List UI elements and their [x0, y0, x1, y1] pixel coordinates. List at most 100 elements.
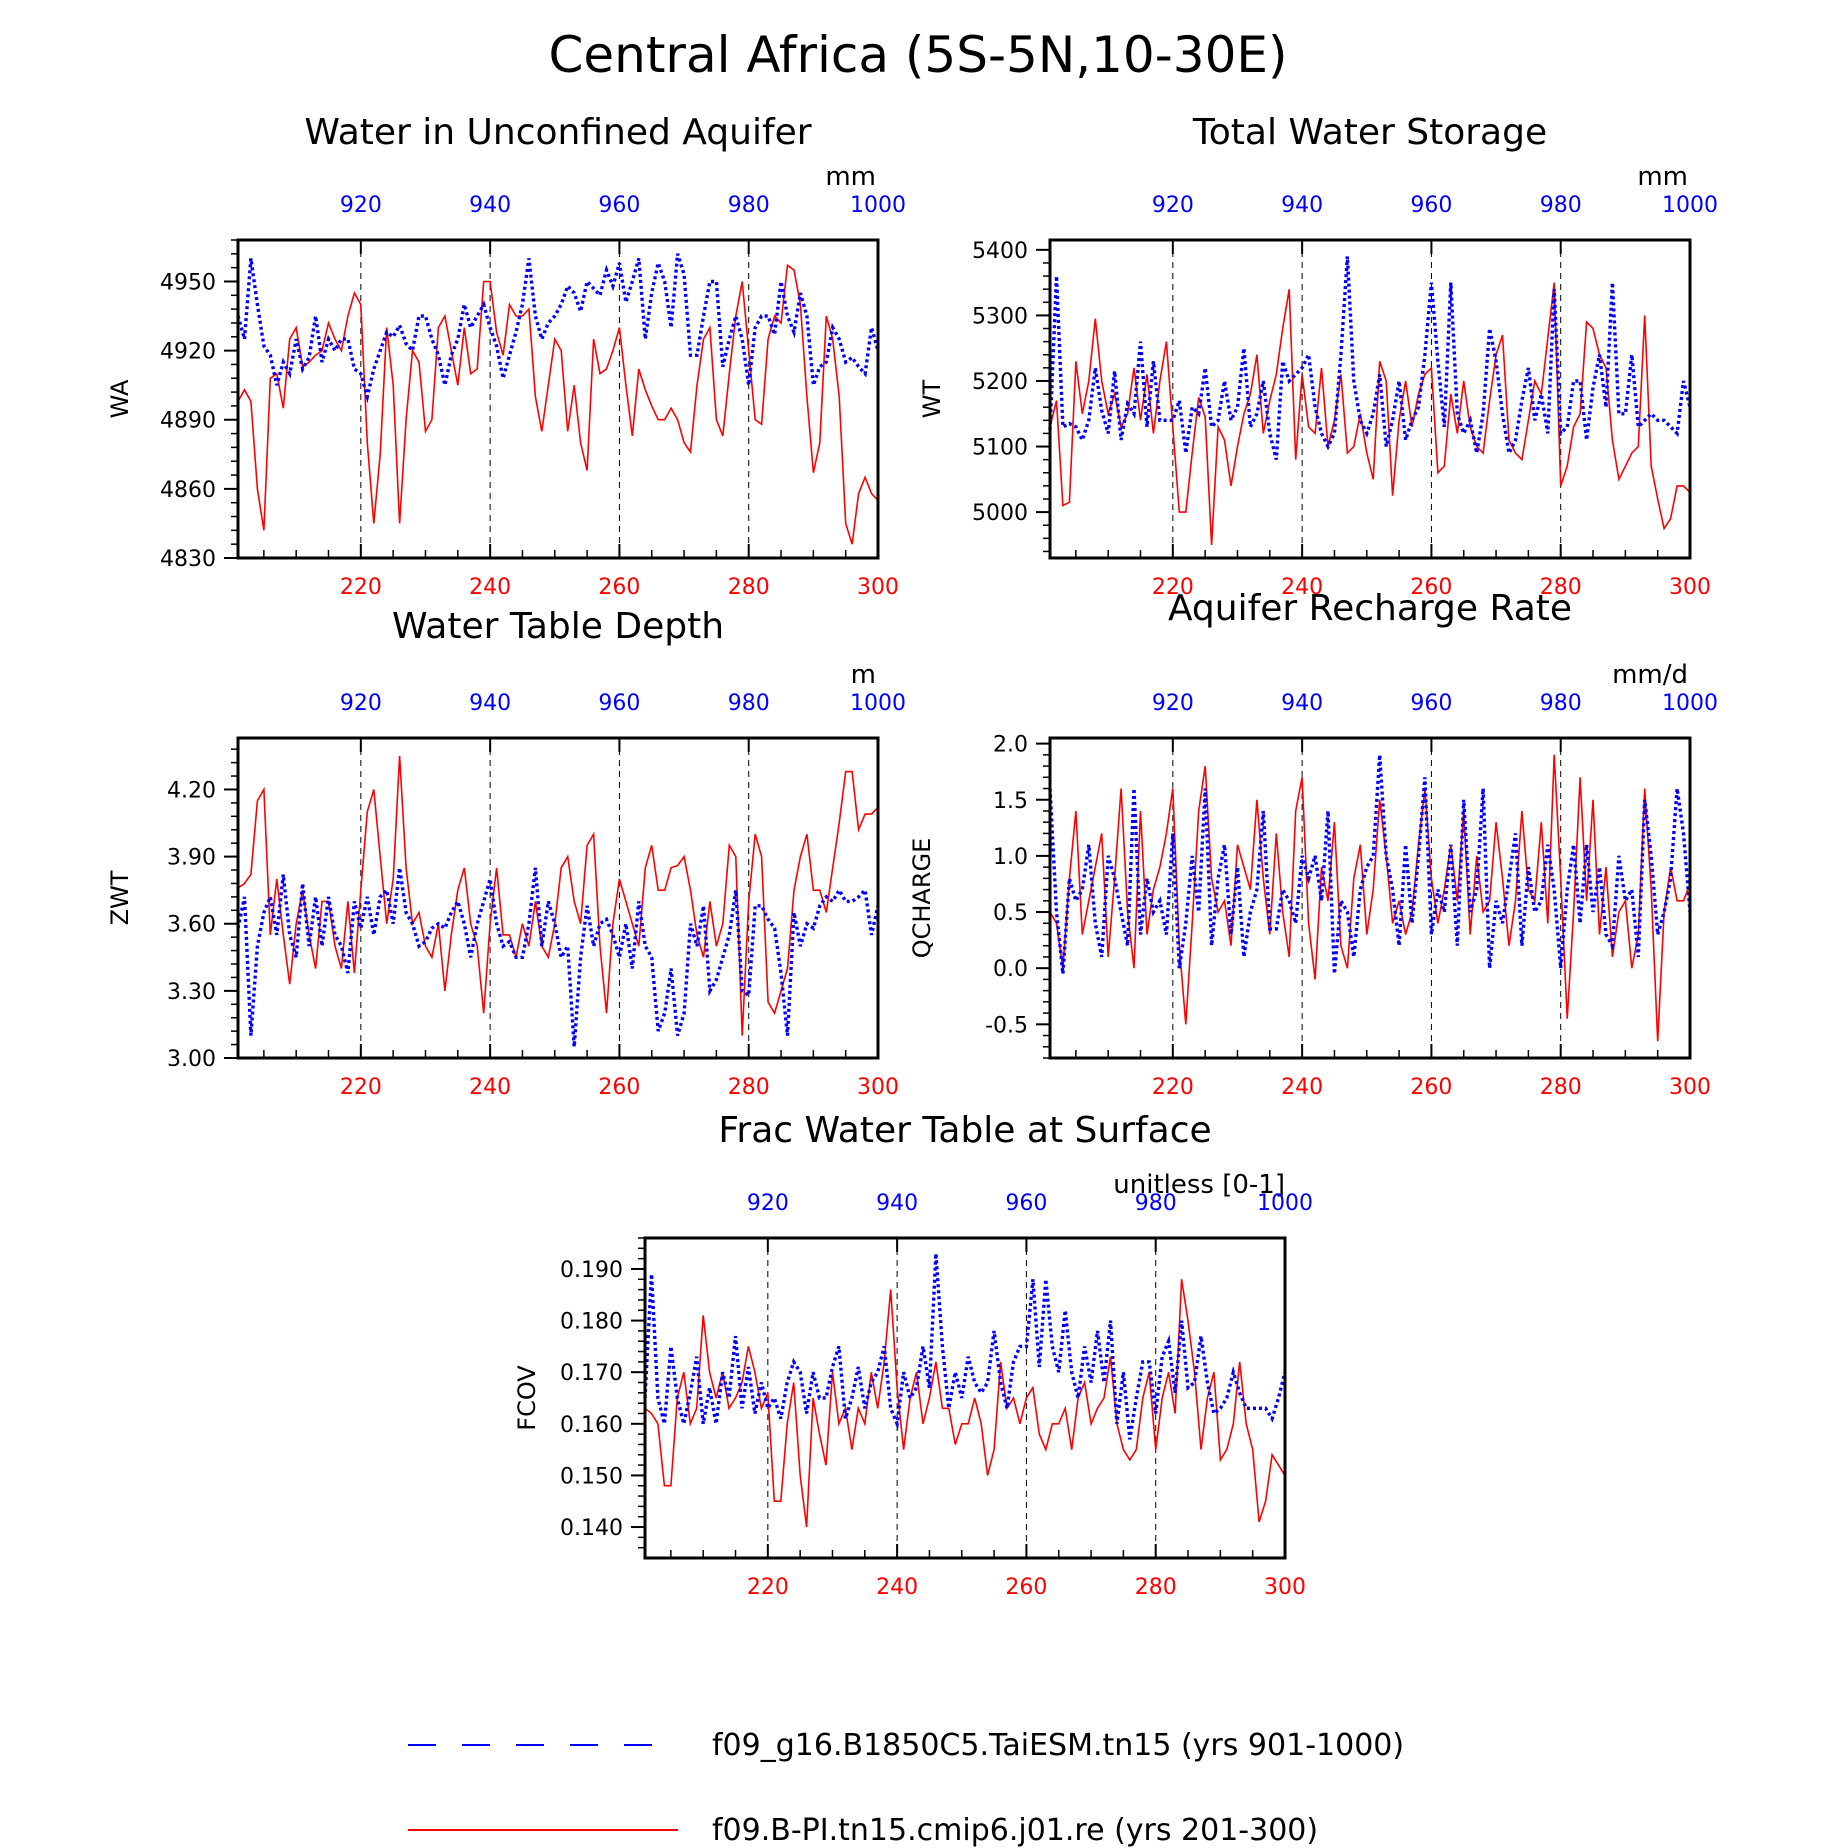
x-top-tick-label: 920: [1152, 193, 1194, 218]
x-top-tick-label: 960: [1410, 193, 1452, 218]
x-top-tick-label: 980: [1135, 1191, 1177, 1216]
y-axis-label: WT: [918, 379, 946, 418]
series-line-red: [1049, 754, 1691, 1042]
x-top-tick-label: 920: [340, 193, 382, 218]
chart-panel-1: Water in Unconfined Aquifer mm 4830 4860 489…: [106, 112, 906, 600]
x-bottom-tick-label: 240: [1281, 1075, 1323, 1100]
y-tick-label: 5300: [972, 304, 1028, 329]
plot-frame: [236, 736, 880, 1060]
y-tick-label: 1.0: [993, 845, 1028, 870]
x-top-tick-label: 1000: [1662, 193, 1718, 218]
y-tick-label: 4.20: [167, 778, 216, 803]
y-tick-label: 3.30: [167, 980, 216, 1005]
y-tick-label: 0.170: [560, 1361, 623, 1386]
chart-panel-5: Frac Water Table at Surface unitless [0-1…: [513, 1110, 1313, 1600]
units-label: mm: [825, 162, 876, 192]
x-bottom-tick-label: 260: [598, 575, 640, 600]
x-bottom-tick-label: 280: [1540, 1075, 1582, 1100]
x-bottom-tick-label: 240: [876, 1575, 918, 1600]
x-top-tick-label: 920: [340, 691, 382, 716]
panel-title: Frac Water Table at Surface: [718, 1110, 1211, 1151]
y-axis-label: WA: [106, 379, 134, 418]
series-line-blue: [1048, 256, 1692, 461]
panel-title: Water in Unconfined Aquifer: [304, 112, 811, 153]
y-tick-label: 0.160: [560, 1413, 623, 1438]
units-label: unitless [0-1]: [1113, 1170, 1285, 1200]
y-tick-label: 1.5: [993, 789, 1028, 814]
units-label: mm/d: [1612, 660, 1688, 690]
series-line-blue: [1048, 754, 1692, 974]
plot-frame: [1048, 238, 1692, 560]
x-bottom-tick-label: 220: [747, 1575, 789, 1600]
plot-frame: [1048, 736, 1692, 1060]
y-tick-label: 5000: [972, 501, 1028, 526]
series-line-blue: [236, 253, 880, 404]
plot-frame: [643, 1236, 1287, 1560]
x-bottom-tick-label: 260: [1410, 575, 1452, 600]
x-top-tick-label: 980: [1540, 691, 1582, 716]
x-bottom-tick-label: 240: [469, 1075, 511, 1100]
x-bottom-tick-label: 300: [1669, 1075, 1711, 1100]
units-label: m: [851, 660, 876, 690]
chart-panel-4: Aquifer Recharge Rate mm/d -0.5 0.0 0.5 1.0 1.…: [908, 588, 1718, 1100]
x-bottom-tick-label: 300: [1669, 575, 1711, 600]
x-top-tick-label: 920: [747, 1191, 789, 1216]
x-top-tick-label: 920: [1152, 691, 1194, 716]
x-bottom-tick-label: 300: [857, 575, 899, 600]
y-tick-label: 0.5: [993, 901, 1028, 926]
y-tick-label: 5200: [972, 370, 1028, 395]
x-bottom-tick-label: 240: [469, 575, 511, 600]
y-tick-label: 4830: [160, 547, 216, 572]
y-tick-label: 5400: [972, 239, 1028, 264]
x-top-tick-label: 940: [469, 193, 511, 218]
legend-item-1: f09_g16.B1850C5.TaiESM.tn15 (yrs 901-100…: [408, 1728, 1404, 1763]
legend: f09_g16.B1850C5.TaiESM.tn15 (yrs 901-100…: [408, 1728, 1404, 1848]
x-bottom-tick-label: 220: [340, 1075, 382, 1100]
y-axis-label: QCHARGE: [908, 838, 936, 959]
y-tick-label: 4950: [160, 270, 216, 295]
x-top-tick-label: 1000: [1257, 1191, 1313, 1216]
plot-frame: [236, 238, 880, 560]
series-line-red: [237, 263, 879, 545]
series-line-red: [237, 755, 879, 1036]
x-bottom-tick-label: 260: [1005, 1575, 1047, 1600]
y-tick-label: 0.0: [993, 957, 1028, 982]
series-line-red: [1049, 282, 1691, 545]
x-bottom-tick-label: 260: [598, 1075, 640, 1100]
x-top-tick-label: 940: [1281, 691, 1323, 716]
x-top-tick-label: 940: [469, 691, 511, 716]
y-tick-label: 0.150: [560, 1464, 623, 1489]
x-top-tick-label: 980: [1540, 193, 1582, 218]
y-tick-label: 4890: [160, 409, 216, 434]
figure-title: Central Africa (5S-5N,10-30E): [548, 26, 1288, 84]
units-label: mm: [1637, 162, 1688, 192]
y-axis-label: ZWT: [106, 870, 134, 925]
legend-label: f09.B-PI.tn15.cmip6.j01.re (yrs 201-300): [712, 1813, 1318, 1848]
x-bottom-tick-label: 220: [340, 575, 382, 600]
y-tick-label: 3.00: [167, 1047, 216, 1072]
y-tick-label: 2.0: [993, 733, 1028, 758]
panel-title: Aquifer Recharge Rate: [1168, 588, 1572, 629]
x-top-tick-label: 960: [598, 193, 640, 218]
y-tick-label: -0.5: [985, 1013, 1028, 1038]
x-bottom-tick-label: 280: [1540, 575, 1582, 600]
x-bottom-tick-label: 300: [1264, 1575, 1306, 1600]
x-bottom-tick-label: 260: [1410, 1075, 1452, 1100]
legend-label: f09_g16.B1850C5.TaiESM.tn15 (yrs 901-100…: [712, 1728, 1404, 1763]
x-top-tick-label: 960: [598, 691, 640, 716]
y-tick-label: 0.190: [560, 1258, 623, 1283]
x-bottom-tick-label: 240: [1281, 575, 1323, 600]
x-bottom-tick-label: 220: [1152, 575, 1194, 600]
x-top-tick-label: 980: [728, 193, 770, 218]
x-bottom-tick-label: 300: [857, 1075, 899, 1100]
y-axis-label: FCOV: [513, 1365, 541, 1431]
x-bottom-tick-label: 280: [728, 575, 770, 600]
x-top-tick-label: 960: [1005, 1191, 1047, 1216]
x-bottom-tick-label: 220: [1152, 1075, 1194, 1100]
y-tick-label: 0.140: [560, 1516, 623, 1541]
x-top-tick-label: 960: [1410, 691, 1452, 716]
series-line-red: [644, 1279, 1286, 1528]
y-tick-label: 4920: [160, 340, 216, 365]
